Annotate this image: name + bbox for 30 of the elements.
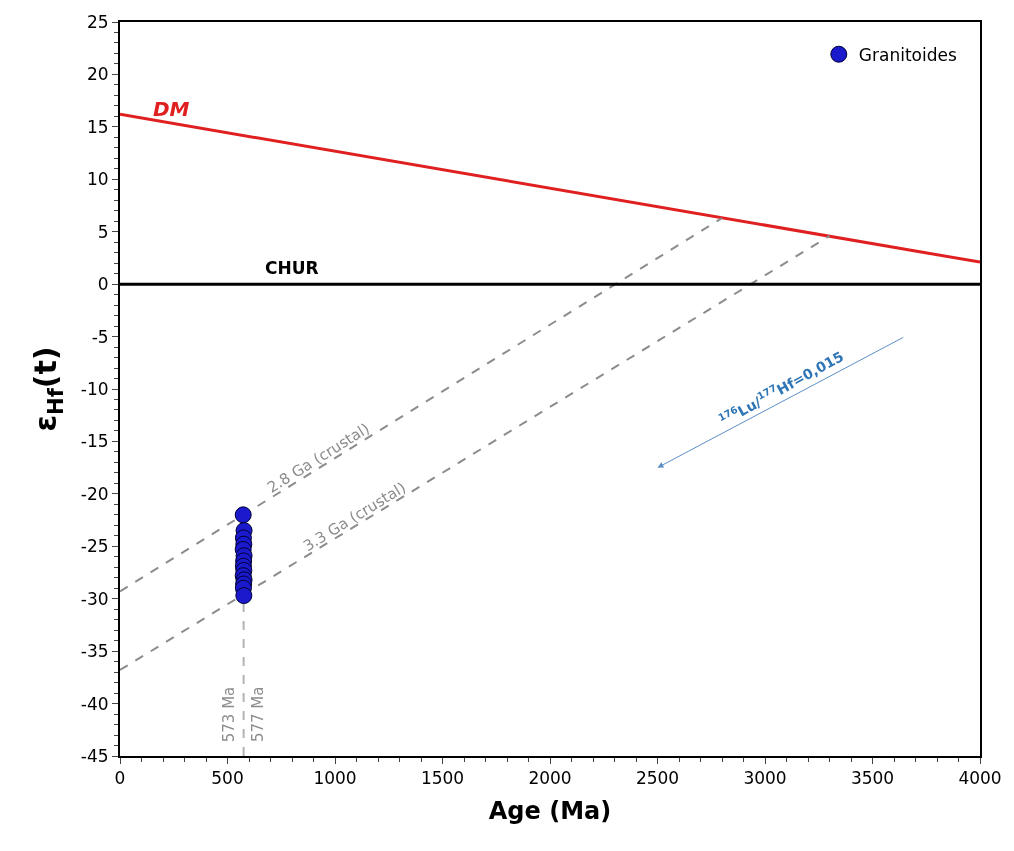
y-tick-label: -40 bbox=[80, 693, 109, 714]
y-tick-label: 10 bbox=[86, 169, 109, 190]
series-label: DM bbox=[153, 97, 190, 121]
y-tick-label: 25 bbox=[86, 11, 109, 32]
y-tick-label: -25 bbox=[80, 536, 109, 557]
y-tick-label: -15 bbox=[80, 431, 109, 452]
x-tick-label: 1000 bbox=[313, 768, 357, 789]
legend-label: Granitoides bbox=[858, 44, 957, 65]
y-tick-label: 5 bbox=[97, 221, 109, 242]
x-tick-label: 500 bbox=[211, 768, 244, 789]
y-tick-label: 20 bbox=[86, 64, 109, 85]
y-tick-label: -35 bbox=[80, 641, 109, 662]
x-tick-label: 2500 bbox=[635, 768, 680, 789]
y-tick-label: -10 bbox=[80, 378, 109, 399]
y-tick-label: 15 bbox=[86, 116, 109, 137]
x-axis-title: Age (Ma) bbox=[488, 797, 612, 826]
y-tick-label: -45 bbox=[80, 745, 109, 766]
x-tick-label: 3000 bbox=[743, 768, 787, 789]
ref-line-label: CHUR bbox=[265, 258, 319, 278]
y-tick-label: 0 bbox=[97, 274, 109, 295]
annotation: 577 Ma bbox=[249, 686, 267, 743]
x-tick-label: 0 bbox=[114, 768, 126, 789]
y-tick-label: -5 bbox=[91, 326, 109, 347]
x-tick-label: 3500 bbox=[850, 768, 895, 789]
y-tick-label: -30 bbox=[80, 588, 109, 609]
x-tick-label: 1500 bbox=[420, 768, 465, 789]
y-tick-label: -20 bbox=[80, 483, 109, 504]
x-tick-label: 4000 bbox=[958, 768, 1002, 789]
x-tick-label: 2000 bbox=[528, 768, 572, 789]
annotation: 573 Ma bbox=[220, 686, 239, 743]
